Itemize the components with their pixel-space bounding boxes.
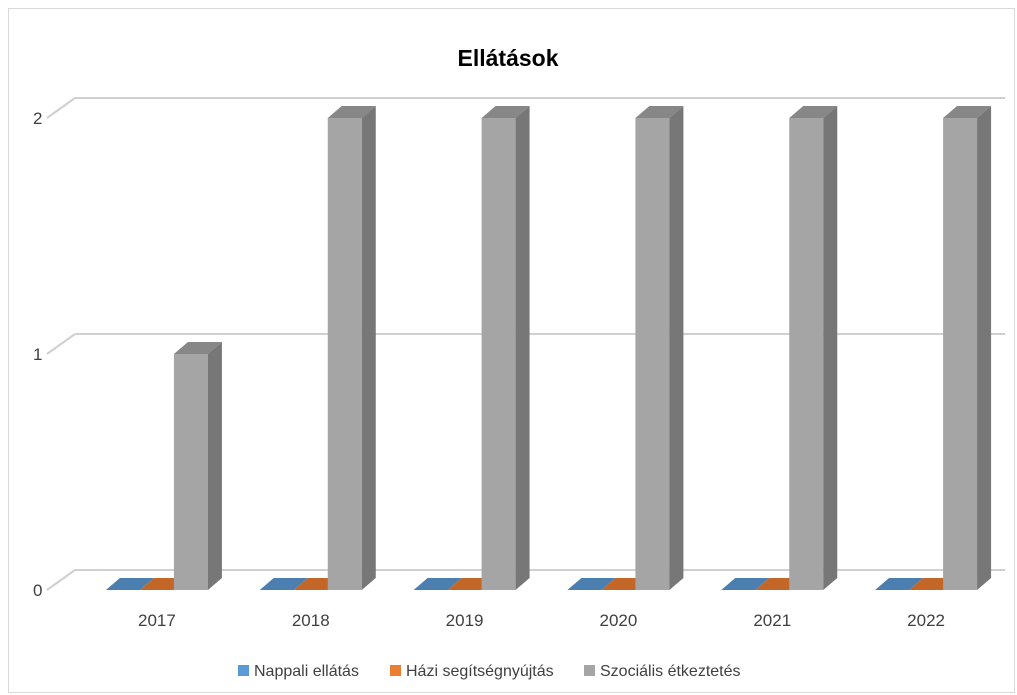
- y-tick-label: 2: [33, 109, 42, 128]
- legend-label: Szociális étkeztetés: [600, 663, 741, 680]
- x-tick-label: 2022: [907, 611, 945, 630]
- bar: [721, 578, 770, 590]
- bar: [481, 106, 530, 590]
- y-tick-label: 0: [33, 581, 42, 600]
- chart-title: Ellátások: [458, 45, 559, 71]
- legend-swatch: [390, 665, 401, 676]
- legend-label: Nappali ellátás: [254, 663, 359, 680]
- x-tick-label: 2019: [446, 611, 484, 630]
- gridline-slant: [46, 333, 76, 355]
- bars: [105, 106, 992, 590]
- bar: [327, 106, 376, 590]
- bar: [173, 342, 222, 590]
- legend-item[interactable]: Szociális étkeztetés: [584, 663, 741, 680]
- bar: [635, 106, 684, 590]
- bar: [943, 106, 992, 590]
- bar: [789, 106, 838, 590]
- bar: [413, 578, 462, 590]
- x-tick-label: 2020: [600, 611, 638, 630]
- legend[interactable]: Nappali ellátás Házi segítségnyújtás Szoci…: [238, 663, 741, 680]
- x-tick-label: 2018: [292, 611, 330, 630]
- bar: [875, 578, 924, 590]
- legend-label: Házi segítségnyújtás: [406, 663, 554, 680]
- bar: [567, 578, 616, 590]
- legend-swatch: [584, 665, 595, 676]
- gridline-slant: [46, 569, 76, 591]
- bar: [259, 578, 308, 590]
- bar: [105, 578, 154, 590]
- gridlines: [46, 97, 1005, 591]
- legend-swatch: [238, 665, 249, 676]
- labels: Ellátások 0 1 2 2017 2018 2019 2020 2021 2022: [33, 45, 945, 630]
- x-tick-label: 2017: [138, 611, 176, 630]
- y-tick-label: 1: [33, 345, 42, 364]
- gridline-slant: [46, 97, 76, 119]
- x-tick-label: 2021: [753, 611, 791, 630]
- legend-item[interactable]: Nappali ellátás: [238, 663, 359, 680]
- legend-item[interactable]: Házi segítségnyújtás: [390, 663, 554, 680]
